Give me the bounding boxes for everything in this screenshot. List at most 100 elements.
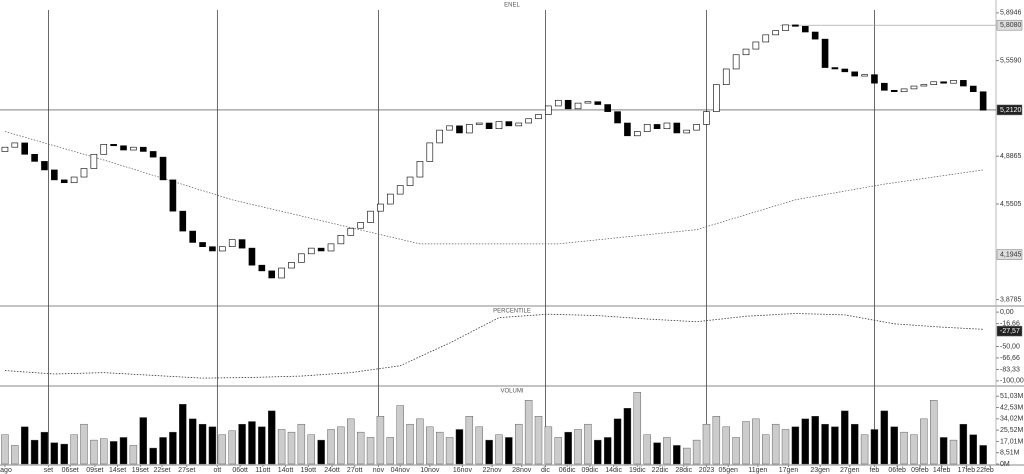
volume-bar xyxy=(653,442,661,465)
candle-body xyxy=(110,144,117,147)
candle-body xyxy=(495,121,503,129)
candle-body xyxy=(288,262,295,269)
volume-bar xyxy=(920,418,928,465)
value-marker xyxy=(996,19,1023,31)
x-tick-label: 23gen xyxy=(810,467,830,474)
volume-bar xyxy=(337,426,345,465)
candle-body xyxy=(337,235,345,245)
y-tick-label: -66,66 xyxy=(1000,355,1020,362)
candle-body xyxy=(347,227,355,236)
volume-bar xyxy=(712,416,721,465)
candle-body xyxy=(742,48,750,56)
candle-body xyxy=(950,80,957,84)
volume-bar xyxy=(742,421,750,465)
volume-bar xyxy=(613,418,622,465)
volume-bar xyxy=(356,431,365,465)
volume-bar xyxy=(60,443,68,465)
candle-body xyxy=(90,153,98,169)
volume-bar xyxy=(100,438,108,465)
volume-bar xyxy=(149,447,157,465)
candle-body xyxy=(436,129,443,144)
candle-body xyxy=(189,230,196,243)
x-tick-label: 11gen xyxy=(748,467,767,474)
volume-bar xyxy=(939,437,948,465)
x-tick-label: 27ott xyxy=(347,467,363,474)
volume-bar xyxy=(762,434,770,465)
volume-bar xyxy=(663,437,671,465)
x-tick-label: 17feb xyxy=(958,467,976,474)
volume-bar xyxy=(890,426,898,465)
volume-bar xyxy=(169,431,177,465)
volume-bar xyxy=(633,392,642,465)
candle-body xyxy=(130,146,137,151)
candle-body xyxy=(584,101,592,104)
candle-body xyxy=(120,145,127,151)
volume-bar xyxy=(238,423,246,465)
candle-body xyxy=(41,161,48,171)
candle-body xyxy=(831,67,839,70)
volume-bar xyxy=(218,434,227,465)
candle-body xyxy=(159,156,167,181)
x-tick-label: 06feb xyxy=(888,467,906,474)
volume-bar xyxy=(297,423,306,465)
candle-body xyxy=(258,264,266,272)
x-tick-label: 14feb xyxy=(933,467,951,474)
x-tick-label: 16nov xyxy=(453,467,473,474)
volume-bar xyxy=(752,418,760,465)
candle-body xyxy=(238,239,246,249)
volume-bar xyxy=(416,418,424,465)
volume-bar xyxy=(366,437,375,465)
x-tick-label: 09set xyxy=(86,467,103,474)
volume-bar xyxy=(781,429,790,465)
candle-body xyxy=(841,68,849,73)
candle-body xyxy=(634,131,641,137)
candle-body xyxy=(772,30,779,36)
value-marker xyxy=(996,325,1023,337)
candle-body xyxy=(426,142,434,162)
candle-body xyxy=(248,247,256,266)
x-tick-label: 17gen xyxy=(779,467,799,474)
x-tick-label: 19dic xyxy=(629,467,646,474)
candle-body xyxy=(70,176,78,184)
candle-body xyxy=(228,239,236,248)
volume-bar xyxy=(880,410,889,465)
x-tick-label: nov xyxy=(373,467,385,474)
y-tick-label: -16,66 xyxy=(1000,320,1020,327)
x-tick-label: 22set xyxy=(153,467,170,474)
volume-bar xyxy=(821,423,829,465)
panel-title: ENEL xyxy=(504,3,520,9)
y-tick-label: 0,00 xyxy=(1000,309,1014,316)
candle-body xyxy=(653,124,661,129)
candle-body xyxy=(762,34,770,43)
candle-body xyxy=(545,105,552,115)
volume-bar xyxy=(465,416,474,465)
volume-bar xyxy=(327,429,335,465)
y-tick-label: 4,8865 xyxy=(1000,153,1022,160)
volume-bar xyxy=(40,431,49,465)
x-tick-label: 06set xyxy=(62,467,79,474)
candle-body xyxy=(722,68,730,85)
candle-body xyxy=(811,31,819,40)
panel-title: VOLUMI xyxy=(500,389,523,395)
volume-bar xyxy=(603,437,612,465)
volume-bar xyxy=(376,416,385,465)
volume-bar xyxy=(317,439,325,465)
x-tick-label: 27gen xyxy=(840,467,860,474)
volume-bar xyxy=(396,405,404,465)
volume-bar xyxy=(258,426,266,465)
volume-bar xyxy=(564,431,572,465)
candle-body xyxy=(535,114,542,120)
x-tick-label: 22feb xyxy=(976,467,994,474)
volume-bar xyxy=(811,416,819,465)
x-tick-label: ott xyxy=(213,467,221,474)
volume-bar xyxy=(524,400,533,465)
candle-body xyxy=(169,179,177,212)
candle-body xyxy=(406,176,414,186)
value-marker-label: 5,8080 xyxy=(1000,22,1022,29)
volume-bar xyxy=(159,437,167,465)
candle-body xyxy=(60,179,68,184)
candle-body xyxy=(307,247,315,255)
x-tick-label: 28nov xyxy=(512,467,532,474)
y-tick-label: 25,52M xyxy=(1000,427,1024,434)
